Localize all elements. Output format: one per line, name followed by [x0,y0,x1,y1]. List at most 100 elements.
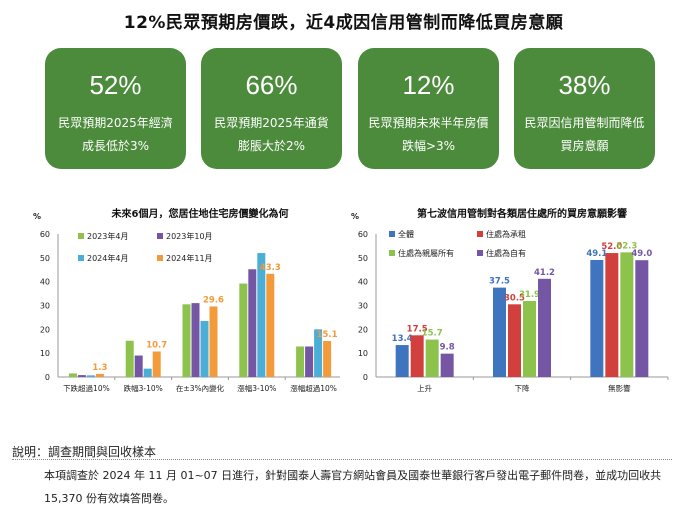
stat-value: 52% [89,70,142,100]
x-tick-label: 下降 [515,383,530,393]
legend-swatch [157,233,163,239]
y-tick-label: 0 [45,373,50,382]
x-tick-label: 在±3%內變化 [176,383,225,393]
bar [191,303,200,377]
data-label: 52.0 [601,242,622,252]
notes-title: 說明：調查期間與回收樣本 [12,445,157,459]
chart-title: 第七波信用管制對各類居住處所的買房意願影響 [417,207,627,220]
bar [266,273,275,377]
stat-value: 66% [245,70,298,100]
bar [305,346,314,377]
legend-label: 住處為親屬所有 [398,248,454,258]
bar [635,260,649,377]
data-label: 41.2 [534,268,555,278]
bar [296,346,305,377]
y-tick-label: 0 [363,373,368,382]
house-price-expectation-chart: 未來6個月，您居住地住宅房價變化為何% 0 10 20 30 40 50 60 下跌超過10% 1… [33,207,340,393]
bar [314,329,323,377]
legend-label: 住處為自有 [486,248,526,258]
bar [493,287,506,377]
bar [95,373,104,377]
legend-label: 2023年10月 [166,231,213,241]
data-label: 49.1 [586,249,607,259]
bar [209,306,218,377]
notes-divider [12,459,672,460]
data-label: 13.4 [392,334,413,344]
y-tick-label: 50 [40,254,50,263]
stat-card-inflation: 66% 民眾預期2025年通貨膨脹大於2% [201,48,342,169]
y-tick-label: 10 [358,349,368,358]
bar [68,373,77,377]
data-label: 52.3 [616,241,637,251]
bar [323,341,332,377]
bar [440,353,454,377]
data-label: 49.0 [631,249,652,259]
y-tick-label: 30 [358,302,368,311]
bar [425,339,439,377]
y-tick-label: 60 [40,230,50,239]
data-label: 15.1 [317,330,338,340]
legend-swatch [157,255,163,261]
legend-swatch [78,255,84,261]
y-axis-unit: % [351,212,359,221]
bar [200,320,209,377]
bar [152,351,161,377]
stat-desc: 民眾預期未來半年房價跌幅>3% [368,116,489,153]
bar [143,368,152,377]
bar [248,269,257,377]
stat-desc: 民眾因信用管制而降低買房意願 [524,116,645,153]
x-tick-label: 漲幅3-10% [237,383,276,393]
legend-label: 2024年11月 [166,253,213,263]
y-tick-label: 40 [358,278,368,287]
x-tick-label: 漲幅超過10% [290,383,337,393]
bar [77,375,86,377]
bar [86,375,95,377]
bar [620,252,634,377]
data-label: 30.5 [504,293,525,303]
data-label: 17.5 [407,324,428,334]
bar [590,259,604,377]
y-tick-label: 50 [358,254,368,263]
stat-value: 38% [558,70,611,100]
data-label: 29.6 [203,295,224,305]
data-label: 1.3 [92,363,107,373]
y-tick-label: 40 [40,278,50,287]
bar [257,253,266,377]
bar [523,300,536,377]
legend-swatch [389,250,395,256]
bar [508,304,521,377]
bar [538,278,551,377]
legend-label: 2024年4月 [87,253,128,263]
stat-card-credit-control: 38% 民眾因信用管制而降低買房意願 [514,48,655,169]
y-tick-label: 60 [358,230,368,239]
legend-label: 全體 [398,229,414,239]
bar [125,340,134,377]
legend-label: 住處為承租 [486,229,526,239]
data-label: 43.3 [260,263,281,273]
y-tick-label: 10 [40,349,50,358]
x-tick-label: 上升 [417,384,432,393]
x-tick-label: 無影響 [608,383,631,393]
x-tick-label: 下跌超過10% [63,383,110,393]
x-tick-label: 跌幅3-10% [124,383,163,393]
y-tick-label: 20 [358,325,368,334]
y-axis-unit: % [33,212,41,221]
page-title: 12%民眾預期房價跌，近4成因信用管制而降低買房意願 [123,13,564,33]
stat-card-price-drop: 12% 民眾預期未來半年房價跌幅>3% [358,48,499,169]
credit-control-impact-chart: 第七波信用管制對各類居住處所的買房意願影響% 0 10 20 30 40 50 60 上升 13.… [351,207,669,393]
legend-label: 2023年4月 [87,231,128,241]
stat-card-gdp: 52% 民眾預期2025年經濟成長低於3% [45,48,186,169]
data-label: 31.9 [519,290,540,300]
stat-value: 12% [402,70,455,100]
stat-desc: 民眾預期2025年經濟成長低於3% [58,116,173,153]
data-label: 10.7 [146,340,167,350]
bar [134,355,143,377]
data-label: 37.5 [489,277,510,287]
data-label: 9.8 [440,343,455,353]
y-tick-label: 20 [40,325,50,334]
bar [410,335,424,377]
stat-desc: 民眾預期2025年通貨膨脹大於2% [214,116,329,153]
bar [395,345,409,377]
legend-swatch [389,231,395,237]
chart-title: 未來6個月，您居住地住宅房價變化為何 [111,207,289,220]
